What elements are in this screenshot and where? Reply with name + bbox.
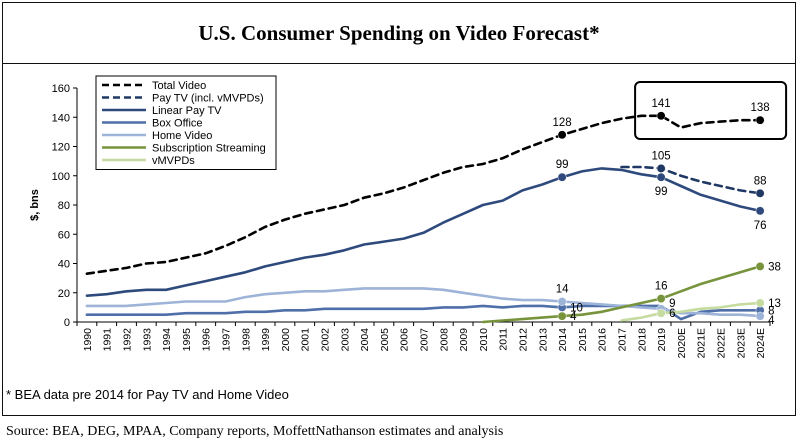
footnote: * BEA data pre 2014 for Pay TV and Home … (6, 387, 289, 402)
data-label: 6 (669, 308, 675, 320)
legend-label: Pay TV (incl. vMVPDs) (152, 93, 264, 105)
x-tick-label: 2024E (755, 328, 767, 358)
data-label: 8 (768, 305, 774, 317)
series-line-box-office (85, 304, 762, 321)
x-tick-label: 1993 (141, 328, 153, 352)
data-label: 105 (652, 150, 671, 162)
title-bar: U.S. Consumer Spending on Video Forecast… (3, 3, 795, 64)
y-tick-label: 0 (64, 317, 70, 329)
data-point-marker (656, 294, 666, 304)
series-line-total-video (85, 114, 762, 275)
data-label: 138 (751, 102, 770, 114)
x-tick-label: 2009 (458, 328, 470, 352)
data-point-marker (557, 297, 567, 306)
data-label: 76 (754, 220, 767, 232)
x-tick-label: 2007 (419, 328, 431, 352)
series-line-linear-pay-tv (85, 167, 762, 297)
data-label: 38 (768, 261, 781, 273)
data-point-marker (755, 206, 765, 216)
data-label: 141 (652, 98, 671, 110)
x-tick-label: 1998 (240, 328, 252, 352)
x-tick-label: 2002 (320, 328, 332, 352)
x-tick-label: 2014 (557, 328, 569, 352)
x-tick-label: 1990 (82, 328, 94, 352)
data-point-marker (656, 308, 666, 318)
y-tick-label: 40 (58, 259, 70, 271)
data-point-marker (557, 130, 567, 140)
data-label: 4 (570, 311, 577, 323)
legend-label: vMVPDs (152, 155, 195, 167)
data-point-marker (656, 163, 666, 173)
chart-frame: U.S. Consumer Spending on Video Forecast… (2, 2, 796, 416)
data-point-marker (755, 311, 765, 321)
x-tick-label: 1996 (201, 328, 213, 352)
series-line-vmvpds (620, 301, 762, 322)
x-tick-label: 1997 (221, 328, 233, 352)
data-point-marker (557, 172, 567, 182)
x-tick-label: 2012 (518, 328, 530, 352)
legend-label: Box Office (152, 118, 203, 130)
y-tick-label: 20 (58, 288, 70, 300)
x-tick-label: 2004 (359, 328, 371, 352)
y-tick-label: 120 (52, 142, 70, 154)
data-point-marker (656, 172, 666, 182)
data-point-marker (755, 188, 765, 198)
legend-label: Linear Pay TV (152, 105, 222, 117)
data-label: 10 (570, 302, 583, 314)
x-tick-label: 2018 (636, 328, 648, 352)
data-label: 99 (655, 186, 668, 198)
data-label: 9 (669, 298, 675, 310)
x-tick-label: 1995 (181, 328, 193, 352)
x-tick-label: 1999 (260, 328, 272, 352)
y-tick-label: 80 (58, 200, 70, 212)
x-tick-label: 1991 (102, 328, 114, 352)
series-line-pay-tv-incl-vmvpds- (620, 165, 762, 195)
x-tick-label: 2003 (339, 328, 351, 352)
chart-title: U.S. Consumer Spending on Video Forecast… (198, 20, 600, 45)
x-tick-label: 2001 (300, 328, 312, 352)
x-tick-label: 2019 (656, 328, 668, 352)
x-tick-label: 2021E (696, 328, 708, 358)
x-tick-label: 2015 (577, 328, 589, 352)
data-point-marker (755, 115, 765, 125)
y-tick-label: 160 (52, 83, 70, 95)
x-tick-label: 2006 (399, 328, 411, 352)
x-tick-label: 2017 (617, 328, 629, 352)
y-axis-title: $, bns (29, 189, 41, 221)
series-line-home-video (85, 287, 762, 318)
legend-label: Total Video (152, 80, 206, 92)
x-tick-label: 2011 (498, 328, 510, 351)
data-label: 13 (768, 298, 781, 310)
data-label: 128 (553, 117, 572, 129)
x-tick-label: 2020E (676, 328, 688, 358)
highlight-box (634, 81, 788, 140)
data-label: 4 (768, 315, 775, 327)
data-point-marker (755, 261, 765, 271)
y-tick-label: 60 (58, 229, 70, 241)
x-tick-label: 2023E (735, 328, 747, 358)
x-tick-label: 2000 (280, 328, 292, 352)
data-label: 14 (556, 284, 569, 296)
x-tick-label: 1992 (122, 328, 134, 352)
data-point-marker (557, 311, 567, 321)
series-line-subscription-streaming (481, 265, 762, 324)
data-label: 16 (655, 281, 668, 293)
legend-label: Subscription Streaming (152, 143, 266, 155)
x-tick-label: 2022E (716, 328, 728, 358)
x-tick-label: 2016 (597, 328, 609, 352)
x-tick-label: 2013 (537, 328, 549, 352)
legend-label: Home Video (152, 130, 212, 142)
x-tick-label: 1994 (161, 328, 173, 352)
x-tick-label: 2010 (478, 328, 490, 352)
x-tick-label: 2008 (438, 328, 450, 352)
data-label: 99 (556, 159, 569, 171)
y-tick-label: 140 (52, 112, 70, 124)
chart-svg: 0 20 40 60 80 100 120 140 160 $, bns 1990 1991 1992 1… (29, 75, 788, 358)
y-tick-label: 100 (52, 171, 70, 183)
data-point-marker (755, 298, 765, 308)
source-note: Source: BEA, DEG, MPAA, Company reports,… (6, 424, 504, 439)
data-label: 88 (754, 175, 767, 187)
x-tick-label: 2005 (379, 328, 391, 352)
data-point-marker (656, 111, 666, 121)
